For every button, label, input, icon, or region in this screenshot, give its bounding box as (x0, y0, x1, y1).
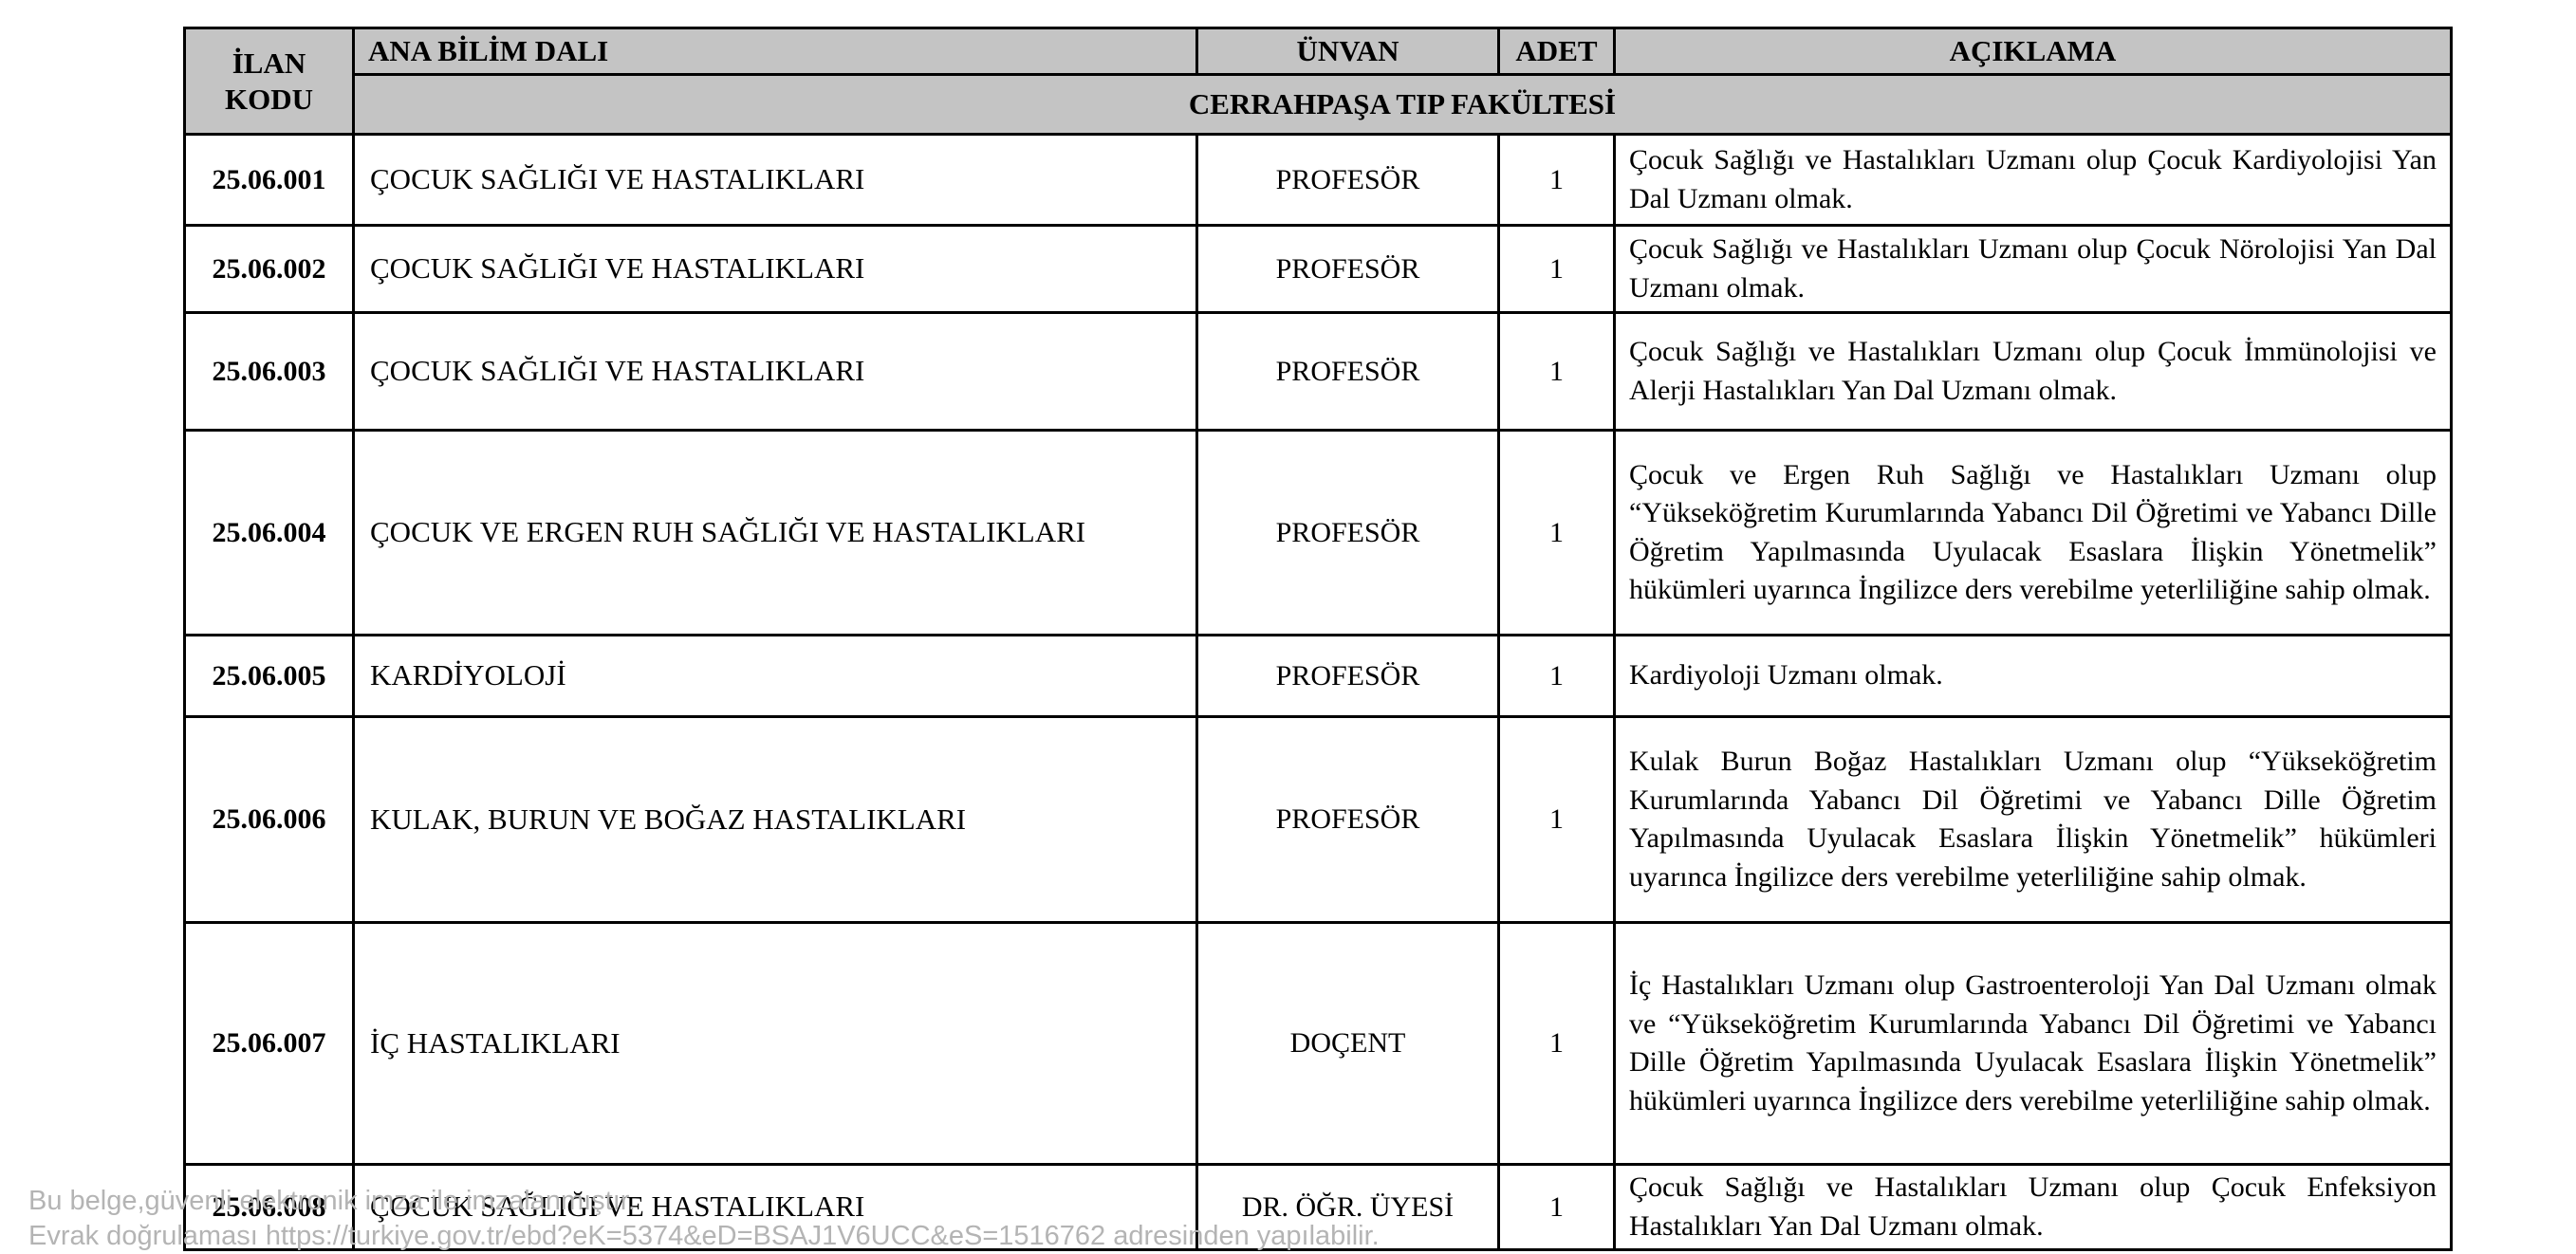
header-ana-bilim-dali: ANA BİLİM DALI (352, 27, 1198, 76)
announcement-table-container: İLAN KODU ANA BİLİM DALI ÜNVAN ADET AÇIK… (183, 27, 2453, 1251)
faculty-group-title: CERRAHPAŞA TIP FAKÜLTESİ (352, 73, 2453, 136)
adet-cell: 1 (1497, 1163, 1616, 1251)
table-row: 25.06.002 ÇOCUK SAĞLIĞI VE HASTALIKLARI … (183, 224, 2453, 314)
ana-bilim-dali-cell: ÇOCUK SAĞLIĞI VE HASTALIKLARI (352, 224, 1198, 314)
faculty-group-row: CERRAHPAŞA TIP FAKÜLTESİ (185, 73, 2453, 136)
aciklama-cell: Çocuk Sağlığı ve Hastalıkları Uzmanı olu… (1613, 224, 2453, 314)
table-row: 25.06.008 ÇOCUK SAĞLIĞI VE HASTALIKLARI … (183, 1163, 2453, 1251)
table-row: 25.06.003 ÇOCUK SAĞLIĞI VE HASTALIKLARI … (183, 311, 2453, 432)
adet-cell: 1 (1497, 311, 1616, 432)
e-signature-footer: Bu belge,güvenli elektronik imza ile imz… (28, 1184, 1380, 1254)
ilan-kodu-cell: 25.06.008 (183, 1163, 355, 1251)
table-header: İLAN KODU ANA BİLİM DALI ÜNVAN ADET AÇIK… (183, 27, 2453, 136)
ana-bilim-dali-cell: ÇOCUK SAĞLIĞI VE HASTALIKLARI (352, 1163, 1198, 1251)
footer-signature-note: Bu belge,güvenli elektronik imza ile imz… (28, 1186, 636, 1216)
aciklama-cell: Çocuk Sağlığı ve Hastalıkları Uzmanı olu… (1613, 311, 2453, 432)
unvan-cell: PROFESÖR (1195, 634, 1500, 718)
adet-cell: 1 (1497, 224, 1616, 314)
ilan-kodu-cell: 25.06.004 (183, 429, 355, 636)
ana-bilim-dali-cell: ÇOCUK VE ERGEN RUH SAĞLIĞI VE HASTALIKLA… (352, 429, 1198, 636)
aciklama-cell: İç Hastalıkları Uzmanı olup Gastroentero… (1613, 921, 2453, 1166)
unvan-cell: PROFESÖR (1195, 133, 1500, 227)
adet-cell: 1 (1497, 634, 1616, 718)
aciklama-cell: Çocuk Sağlığı ve Hastalıkları Uzmanı olu… (1613, 1163, 2453, 1251)
header-aciklama: AÇIKLAMA (1613, 27, 2453, 76)
table-row: 25.06.001 ÇOCUK SAĞLIĞI VE HASTALIKLARI … (183, 133, 2453, 227)
adet-cell: 1 (1497, 429, 1616, 636)
aciklama-cell: Çocuk ve Ergen Ruh Sağlığı ve Hastalıkla… (1613, 429, 2453, 636)
ilan-kodu-cell: 25.06.006 (183, 715, 355, 924)
adet-cell: 1 (1497, 921, 1616, 1166)
aciklama-cell: Kardiyoloji Uzmanı olmak. (1613, 634, 2453, 718)
ana-bilim-dali-cell: ÇOCUK SAĞLIĞI VE HASTALIKLARI (352, 311, 1198, 432)
table-body: 25.06.001 ÇOCUK SAĞLIĞI VE HASTALIKLARI … (183, 133, 2453, 1251)
faculty-positions-table: İLAN KODU ANA BİLİM DALI ÜNVAN ADET AÇIK… (183, 27, 2453, 1251)
unvan-cell: PROFESÖR (1195, 311, 1500, 432)
ana-bilim-dali-cell: ÇOCUK SAĞLIĞI VE HASTALIKLARI (352, 133, 1198, 227)
aciklama-cell: Kulak Burun Boğaz Hastalıkları Uzmanı ol… (1613, 715, 2453, 924)
unvan-cell: DOÇENT (1195, 921, 1500, 1166)
ilan-kodu-cell: 25.06.001 (183, 133, 355, 227)
header-row: İLAN KODU ANA BİLİM DALI ÜNVAN ADET AÇIK… (183, 27, 2453, 136)
unvan-cell: PROFESÖR (1195, 224, 1500, 314)
ilan-kodu-cell: 25.06.003 (183, 311, 355, 432)
ilan-kodu-cell: 25.06.002 (183, 224, 355, 314)
header-ilan-kodu: İLAN KODU (183, 27, 355, 136)
table-row: 25.06.005 KARDİYOLOJİ PROFESÖR 1 Kardiyo… (183, 634, 2453, 718)
ana-bilim-dali-cell: İÇ HASTALIKLARI (352, 921, 1198, 1166)
footer-verification-note: Evrak doğrulaması https://turkiye.gov.tr… (28, 1221, 1380, 1251)
header-unvan: ÜNVAN (1195, 27, 1500, 76)
ilan-kodu-cell: 25.06.005 (183, 634, 355, 718)
aciklama-cell: Çocuk Sağlığı ve Hastalıkları Uzmanı olu… (1613, 133, 2453, 227)
adet-cell: 1 (1497, 133, 1616, 227)
ilan-kodu-cell: 25.06.007 (183, 921, 355, 1166)
unvan-cell: PROFESÖR (1195, 429, 1500, 636)
adet-cell: 1 (1497, 715, 1616, 924)
header-adet: ADET (1497, 27, 1616, 76)
ana-bilim-dali-cell: KARDİYOLOJİ (352, 634, 1198, 718)
table-row: 25.06.006 KULAK, BURUN VE BOĞAZ HASTALIK… (183, 715, 2453, 924)
ana-bilim-dali-cell: KULAK, BURUN VE BOĞAZ HASTALIKLARI (352, 715, 1198, 924)
unvan-cell: PROFESÖR (1195, 715, 1500, 924)
table-row: 25.06.004 ÇOCUK VE ERGEN RUH SAĞLIĞI VE … (183, 429, 2453, 636)
table-row: 25.06.007 İÇ HASTALIKLARI DOÇENT 1 İç Ha… (183, 921, 2453, 1166)
unvan-cell: DR. ÖĞR. ÜYESİ (1195, 1163, 1500, 1251)
